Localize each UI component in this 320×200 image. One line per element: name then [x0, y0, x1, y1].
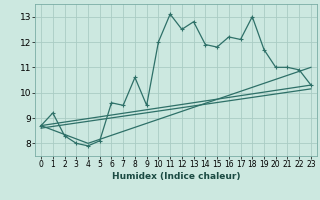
X-axis label: Humidex (Indice chaleur): Humidex (Indice chaleur)	[112, 172, 240, 181]
